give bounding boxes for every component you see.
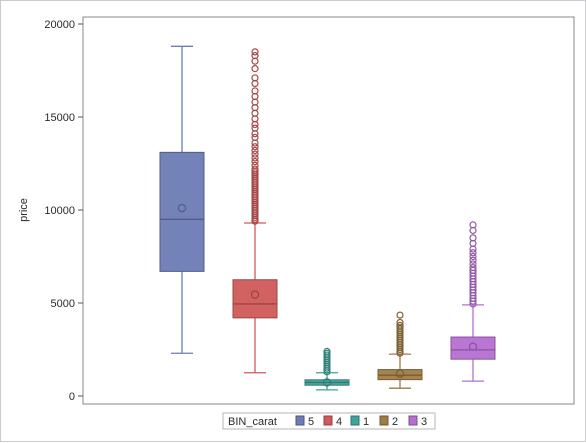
outlier-point-4 bbox=[251, 161, 259, 169]
outlier-point-3 bbox=[469, 256, 477, 264]
outlier-point-1 bbox=[323, 347, 331, 355]
legend-swatch-2 bbox=[379, 415, 389, 426]
y-tick-label: 15000 bbox=[44, 112, 75, 124]
mean-marker-2 bbox=[395, 369, 405, 378]
outlier-point-4 bbox=[251, 74, 259, 82]
legend-swatch-1 bbox=[350, 415, 360, 426]
box-3 bbox=[450, 336, 496, 360]
outlier-point-4 bbox=[251, 150, 259, 158]
legend-entry-1: 1 bbox=[363, 416, 369, 428]
outlier-point-4 bbox=[251, 65, 259, 73]
y-axis-label: price bbox=[18, 198, 30, 222]
outlier-point-3 bbox=[469, 249, 477, 257]
legend-entry-2: 2 bbox=[392, 416, 398, 428]
legend-swatch-5 bbox=[295, 415, 305, 426]
y-tick-label: 20000 bbox=[44, 19, 75, 31]
mean-marker-5 bbox=[177, 203, 187, 213]
outlier-point-4 bbox=[251, 48, 259, 56]
legend-entry-5: 5 bbox=[308, 416, 314, 428]
box-5 bbox=[159, 151, 205, 272]
outlier-point-2 bbox=[396, 311, 404, 319]
y-tick-label: 5000 bbox=[51, 298, 75, 310]
outlier-point-4 bbox=[251, 158, 259, 166]
outlier-point-4 bbox=[251, 165, 259, 173]
outlier-point-4 bbox=[251, 133, 259, 142]
outlier-point-4 bbox=[251, 154, 259, 162]
legend-swatch-3 bbox=[408, 415, 418, 426]
outlier-point-4 bbox=[251, 124, 259, 132]
legend-title: BIN_carat bbox=[228, 416, 277, 428]
y-tick-label: 10000 bbox=[44, 205, 75, 217]
outlier-point-3 bbox=[469, 260, 477, 268]
mean-marker-4 bbox=[250, 290, 260, 299]
outlier-point-3 bbox=[469, 252, 477, 261]
outlier-point-3 bbox=[469, 264, 477, 272]
outlier-point-3 bbox=[469, 221, 477, 229]
legend-swatch-4 bbox=[323, 415, 333, 426]
legend-entry-3: 3 bbox=[421, 416, 427, 428]
outlier-point-4 bbox=[251, 52, 259, 60]
legend-entry-4: 4 bbox=[336, 416, 342, 428]
mean-marker-1 bbox=[322, 378, 332, 387]
outlier-point-4 bbox=[251, 87, 259, 95]
outlier-point-4 bbox=[251, 143, 259, 151]
plot-area-border bbox=[82, 16, 575, 405]
outlier-point-2 bbox=[396, 321, 404, 329]
outlier-point-3 bbox=[469, 234, 477, 242]
outlier-point-2 bbox=[396, 318, 404, 327]
y-tick-label: 0 bbox=[69, 391, 75, 403]
outlier-point-4 bbox=[251, 146, 259, 155]
mean-marker-3 bbox=[468, 342, 478, 351]
